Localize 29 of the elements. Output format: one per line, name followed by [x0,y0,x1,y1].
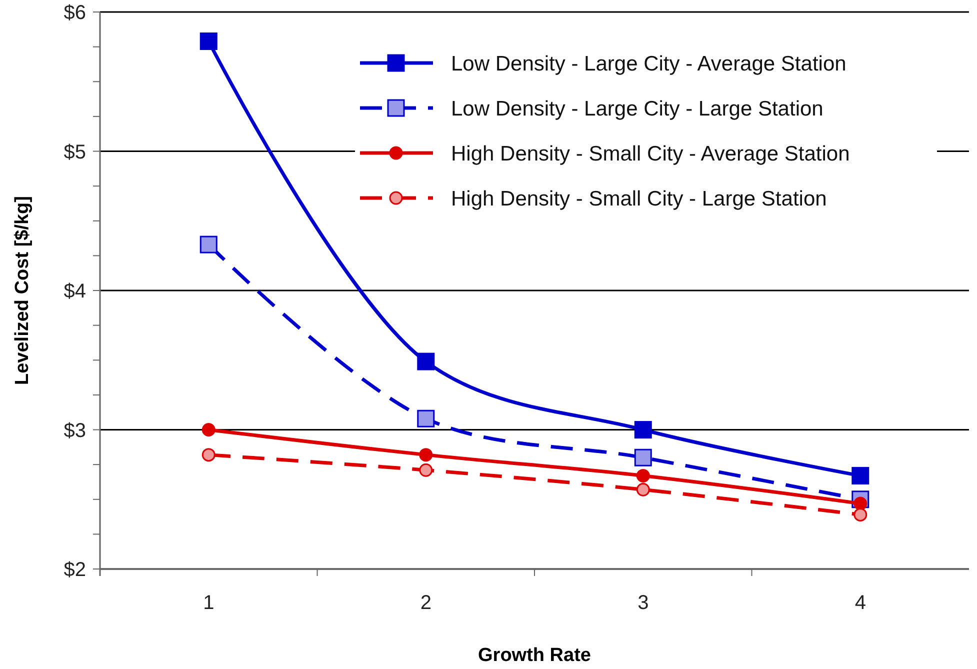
point [634,421,652,438]
x-axis-title: Growth Rate [478,645,591,666]
x-tick-label: 2 [420,592,432,614]
x-tick-label: 1 [203,592,214,614]
point [854,508,868,522]
legend-label: High Density - Small City - Average Station [451,142,850,166]
point [200,32,218,50]
point [417,352,435,370]
y-tick-label: $6 [64,2,86,24]
y-tick-label: $3 [64,420,86,442]
x-tick-label: 4 [854,592,866,614]
point [202,423,216,436]
x-tick-label: 3 [638,592,649,614]
point [636,482,650,496]
y-axis-title: Levelized Cost [$/kg] [12,196,33,385]
point [200,236,218,254]
point [419,448,433,462]
point [419,463,433,477]
point [852,466,870,484]
point [417,410,435,428]
legend-label: High Density - Small City - Large Station [451,187,827,210]
legend-label: Low Density - Large City - Large Station [451,97,824,120]
point [636,468,650,482]
y-tick-label: $5 [64,141,86,164]
y-tick-label: $4 [64,280,86,302]
point [634,448,652,466]
y-tick-label: $2 [64,559,86,581]
legend-label: Low Density - Large City - Average Station [451,52,846,76]
point [202,448,216,462]
